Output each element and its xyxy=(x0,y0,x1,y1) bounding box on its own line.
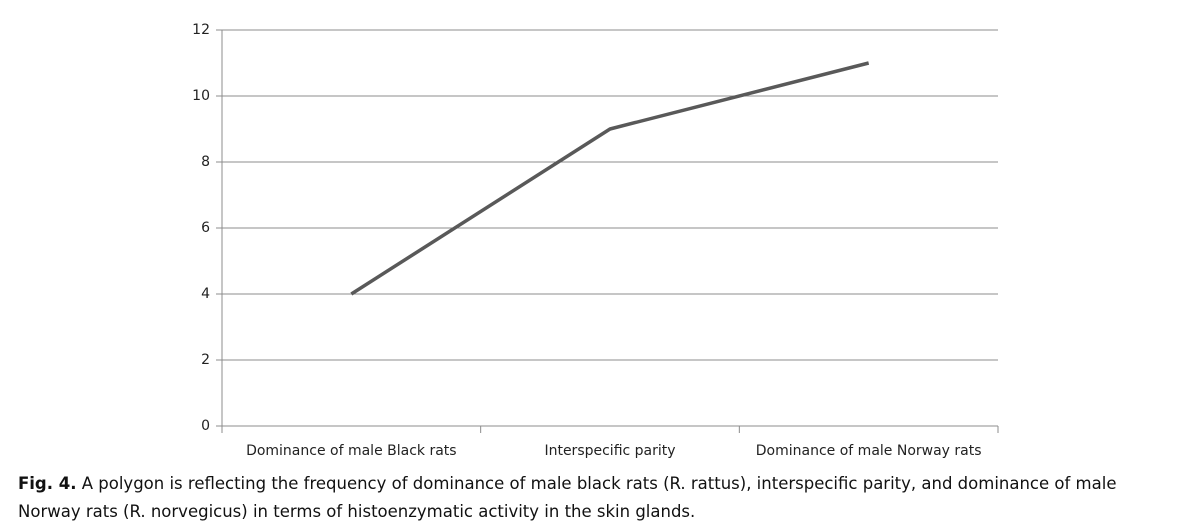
y-tick-label: 12 xyxy=(192,22,210,38)
x-tick-label: Dominance of male Norway rats xyxy=(756,443,982,459)
y-tick-label: 2 xyxy=(201,352,210,368)
x-tick-label: Dominance of male Black rats xyxy=(246,443,457,459)
caption-text: A polygon is reflecting the frequency of… xyxy=(18,474,1117,521)
chart: 0 2 4 6 8 10 12 Dominance of male Black rats Int… xyxy=(192,22,999,459)
x-tick-label: Interspecific parity xyxy=(544,443,675,459)
data-line xyxy=(350,61,870,296)
caption: Fig. 4. A polygon is reflecting the freq… xyxy=(18,470,1168,526)
y-tick-label: 6 xyxy=(201,220,210,236)
y-tick-label: 8 xyxy=(201,154,210,170)
y-tick-label: 0 xyxy=(201,418,210,434)
y-tick-label: 10 xyxy=(192,88,210,104)
caption-label: Fig. 4. xyxy=(18,474,77,493)
y-tick-label: 4 xyxy=(201,286,210,302)
